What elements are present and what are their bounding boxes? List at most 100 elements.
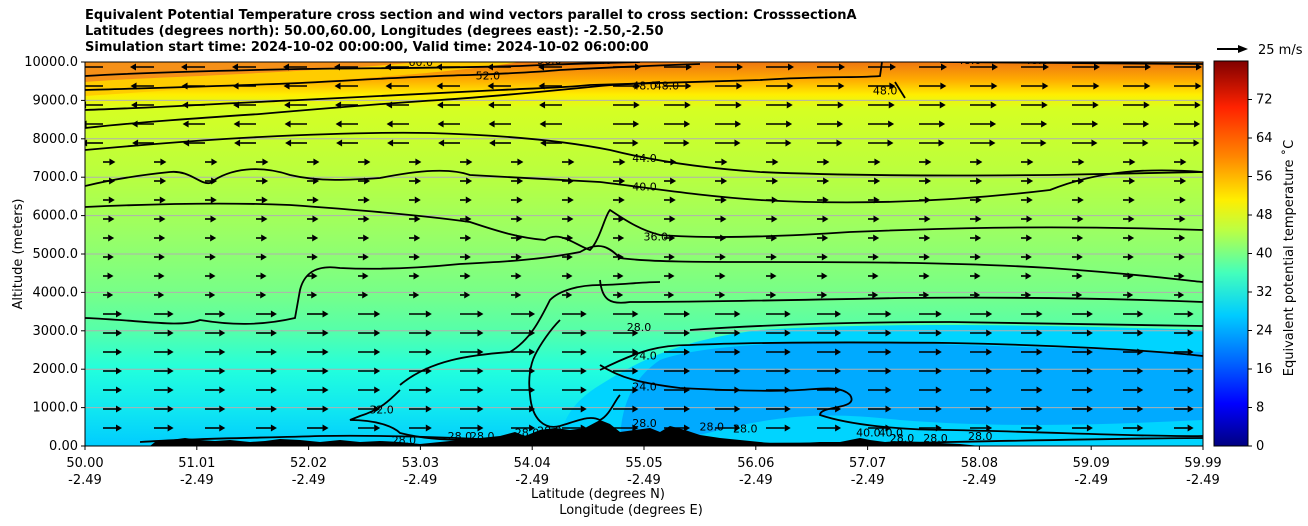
wind-vector-head [538,82,545,90]
wind-vector-head [1036,329,1043,337]
wind-vector-head [1086,310,1093,318]
wind-vector-head [974,253,981,261]
wind-vector-head [1036,405,1043,413]
wind-vector-head [737,63,743,71]
wind-vector-head [1026,196,1033,204]
wind-vector-head [107,272,114,280]
y-axis: 0.00 1000.0 2000.0 3000.0 4000.0 5000.0 6000.0… [24,55,85,454]
contour-label: 28.0 [515,426,540,439]
contour-label: 48.0 [655,80,680,93]
wind-vector-head [108,234,115,242]
wind-vector-head [1036,367,1043,375]
contour-label: 44.0 [632,152,657,165]
wind-vector-head [925,158,932,166]
wind-vector-head [219,386,226,394]
wind-vector-head [529,310,536,318]
wind-vector-head [888,120,895,128]
wind-vector-head [924,234,931,242]
contour-labels: 60.0 56.0 56.052.048.048.048.0 48.048.044.0… [369,62,1048,446]
wind-vector-head [283,63,289,71]
wind-vector-head [425,386,432,394]
wind-vector-head [821,272,828,280]
x-tick-label-lat: 57.07 [849,456,886,471]
wind-vector-head [285,139,292,147]
wind-vector-head [160,158,167,166]
wind-vector-head [823,177,830,185]
wind-vector-head [374,310,381,318]
wind-vector-head [488,101,495,109]
wind-vector-head [567,196,574,204]
contour-44 [85,131,1203,177]
wind-vector-head [158,291,165,299]
wind-vector-head [517,177,524,185]
wind-vector-head [720,234,727,242]
wind-vector-head [935,329,942,337]
contour-label: 28.0 [968,430,993,443]
contour-52 [85,63,701,91]
wind-vector-head [1137,348,1144,356]
wind-vector-head [160,177,167,185]
wind-vector-head [385,63,391,71]
wind-vector-head [889,82,896,90]
wind-vector-head [1194,120,1201,128]
wind-vector-head [413,272,420,280]
quiver-key: 25 m/s [1217,43,1303,58]
wind-vector-head [632,367,639,375]
chart-title: Equivalent Potential Temperature cross s… [85,8,857,56]
wind-vector-head [374,386,381,394]
x-tick-label-lat: 51.01 [178,456,215,471]
wind-vector-head [1178,291,1185,299]
wind-vector-head [477,310,484,318]
wind-vector-head [1187,348,1194,356]
wind-vector-head [374,424,381,432]
colorbar-label: Equivalent potential temperature ˚C [1281,140,1297,376]
contour-28 [349,281,661,441]
wind-vector-head [924,196,931,204]
wind-vector-head [720,215,727,223]
wind-vector-head [1128,196,1135,204]
wind-vector-head [1178,272,1185,280]
wind-vector-head [1041,101,1048,109]
wind-vector-head [617,253,624,261]
wind-vector-head [1036,348,1043,356]
wind-vector-head [1187,405,1194,413]
y-tick-label: 8000.0 [33,132,79,147]
contour-40 [85,168,1203,204]
wind-vector-head [1093,82,1100,90]
wind-vector-head [516,234,523,242]
wind-vector-head [425,329,432,337]
wind-vector-head [923,253,930,261]
wind-vector-head [529,348,536,356]
y-tick-label: 7000.0 [33,170,79,185]
wind-vector-head [822,215,829,223]
wind-vector-head [720,196,727,204]
wind-vector-head [669,215,676,223]
wind-vector-head [108,196,115,204]
wind-vector-head [1026,234,1033,242]
wind-vector-head [167,348,174,356]
wind-vector-head [311,291,318,299]
wind-vector-head [1078,158,1085,166]
wind-vector-head [1077,215,1084,223]
wind-vector-head [1145,63,1151,71]
x-tick-label-lon: -2.49 [851,473,885,488]
wind-vector-head [839,63,845,71]
wind-vector-head [1180,158,1187,166]
wind-vector-head [181,63,187,71]
wind-vector-head [719,272,726,280]
wind-vector-head [116,329,122,337]
wind-vector-head [312,196,319,204]
wind-vector-head [261,196,268,204]
wind-vector-head [668,272,675,280]
wind-vector-head [436,63,442,71]
wind-vector-head [284,120,291,128]
wind-vector-head [874,177,881,185]
wind-vector-head [466,158,473,166]
wind-vector-head [465,215,472,223]
wind-vector-head [721,177,728,185]
wind-vector-head [618,196,625,204]
wind-vector-head [374,329,381,337]
colorbar-tick-label: 40 [1256,247,1273,262]
wind-vector-head [167,310,174,318]
wind-vector-head [260,272,267,280]
